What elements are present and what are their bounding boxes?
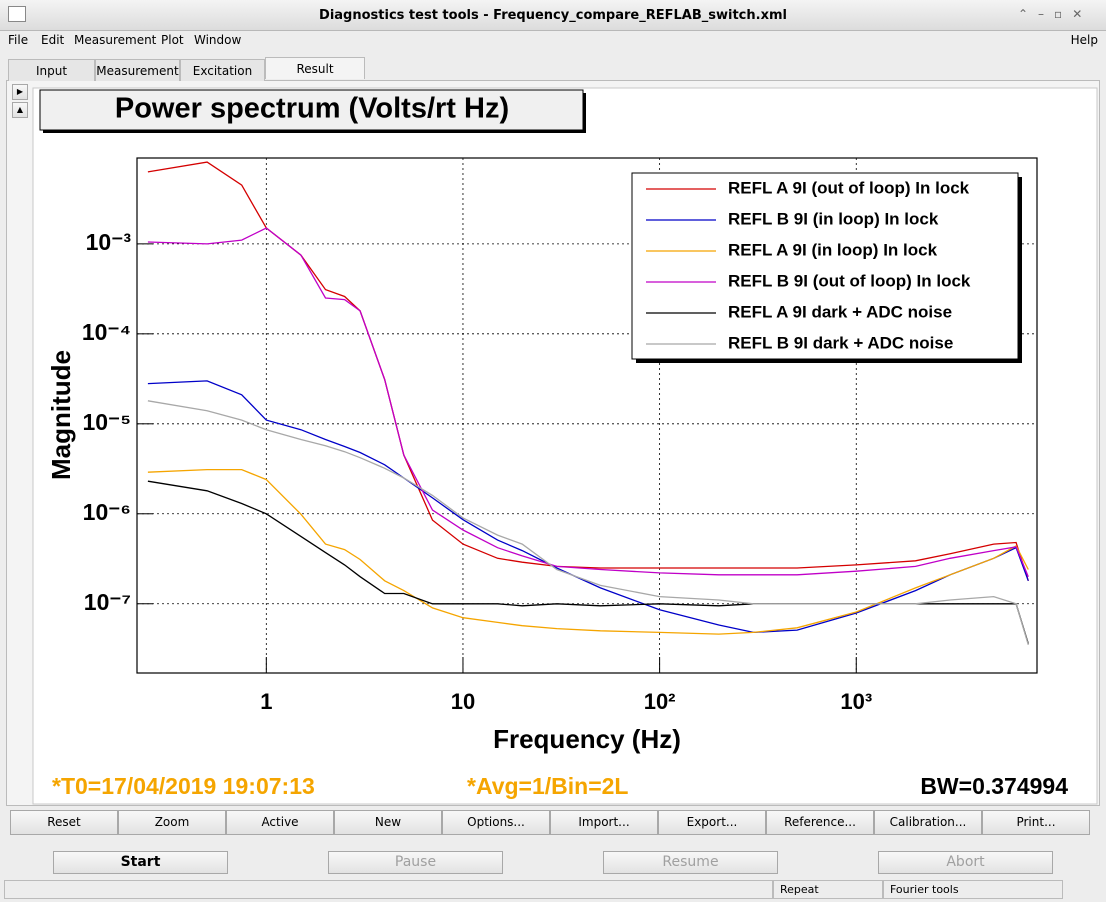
- control-button[interactable]: Resume: [603, 851, 778, 874]
- toolbar-button[interactable]: New: [334, 810, 442, 835]
- series-line: [147, 380, 1029, 634]
- x-tick-label: 1: [260, 689, 272, 714]
- title-box: [39, 89, 584, 131]
- control-button[interactable]: Abort: [878, 851, 1053, 874]
- window-icon: [8, 6, 26, 22]
- status-mode: Fourier tools: [883, 880, 1063, 899]
- menu-item[interactable]: Measurement: [74, 33, 157, 47]
- legend-label: REFL A 9I dark + ADC noise: [728, 302, 952, 321]
- toolbar-button[interactable]: Import...: [550, 810, 658, 835]
- legend-label: REFL A 9I (in loop) In lock: [728, 240, 938, 259]
- y-tick-label: 10⁻⁴: [82, 319, 131, 345]
- y-axis-label: Magnitude: [46, 350, 76, 480]
- status-main: [4, 880, 773, 899]
- menu-help[interactable]: Help: [1070, 33, 1098, 47]
- legend-label: REFL B 9I (in loop) In lock: [728, 209, 939, 228]
- tab[interactable]: Excitation: [180, 59, 265, 81]
- toolbar-button[interactable]: Reference...: [766, 810, 874, 835]
- y-tick-label: 10⁻⁶: [83, 499, 131, 525]
- window-controls[interactable]: ⌃–▫✕: [1018, 7, 1093, 21]
- control-button[interactable]: Pause: [328, 851, 503, 874]
- scroll-up[interactable]: ▶: [12, 84, 28, 100]
- chart-title: Power spectrum (Volts/rt Hz): [115, 93, 509, 125]
- bw-annotation: BW=0.374994: [920, 773, 1068, 799]
- toolbar-button[interactable]: Print...: [982, 810, 1090, 835]
- legend-box: [631, 172, 1019, 360]
- x-tick-label: 10³: [840, 689, 872, 714]
- y-tick-label: 10⁻⁵: [82, 409, 131, 435]
- legend-label: REFL B 9I (out of loop) In lock: [728, 271, 971, 290]
- legend-label: REFL B 9I dark + ADC noise: [728, 333, 953, 352]
- toolbar-button[interactable]: Active: [226, 810, 334, 835]
- window-title: Diagnostics test tools - Frequency_compa…: [0, 0, 1106, 31]
- menu-item[interactable]: Plot: [161, 33, 184, 47]
- status-repeat: Repeat: [773, 880, 883, 899]
- avg-annotation: *Avg=1/Bin=2L: [467, 773, 628, 799]
- y-tick-label: 10⁻⁷: [84, 589, 131, 615]
- tab[interactable]: Input: [8, 59, 95, 81]
- series-line: [147, 468, 1029, 635]
- series-line: [147, 161, 1029, 581]
- toolbar-button[interactable]: Export...: [658, 810, 766, 835]
- toolbar-button[interactable]: Reset: [10, 810, 118, 835]
- control-button[interactable]: Start: [53, 851, 228, 874]
- scroll-down[interactable]: ▲: [12, 102, 28, 118]
- x-axis-label: Frequency (Hz): [493, 724, 681, 754]
- tab[interactable]: Result: [265, 57, 365, 79]
- x-tick-label: 10: [451, 689, 475, 714]
- toolbar-button[interactable]: Zoom: [118, 810, 226, 835]
- x-tick-label: 10²: [644, 689, 676, 714]
- menu-item[interactable]: Edit: [41, 33, 65, 47]
- y-tick-label: 10⁻³: [86, 229, 132, 255]
- series-line: [147, 400, 1029, 645]
- toolbar-button[interactable]: Calibration...: [874, 810, 982, 835]
- menu-item[interactable]: File: [8, 33, 29, 47]
- legend-label: REFL A 9I (out of loop) In lock: [728, 178, 970, 197]
- menu-item[interactable]: Window: [194, 33, 242, 47]
- tab[interactable]: Measurement: [95, 59, 180, 81]
- t0-annotation: *T0=17/04/2019 19:07:13: [52, 773, 315, 799]
- toolbar-button[interactable]: Options...: [442, 810, 550, 835]
- series-line: [147, 227, 1029, 577]
